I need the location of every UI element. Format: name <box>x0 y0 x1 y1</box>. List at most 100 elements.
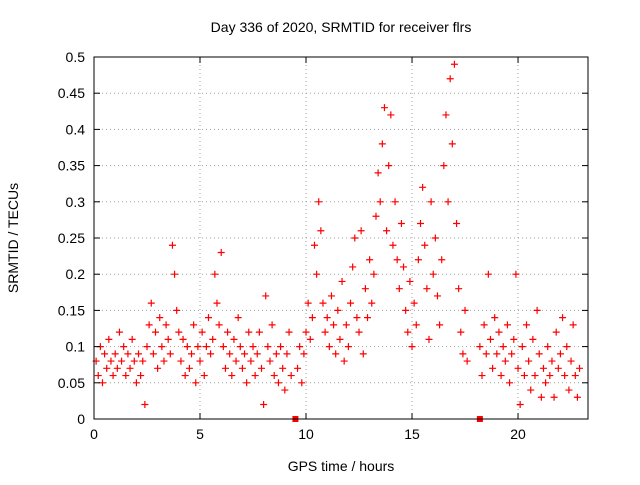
data-point <box>359 350 367 358</box>
data-point <box>431 234 439 242</box>
data-point <box>446 75 454 83</box>
data-point <box>419 183 427 191</box>
data-point <box>168 241 176 249</box>
data-point <box>520 372 528 380</box>
data-point <box>166 350 174 358</box>
data-point <box>372 212 380 220</box>
y-tick-label: 0.1 <box>66 339 86 355</box>
data-point <box>537 393 545 401</box>
data-point <box>353 314 361 322</box>
data-point <box>217 248 225 256</box>
data-point <box>380 104 388 112</box>
data-point <box>455 285 463 293</box>
data-point <box>480 321 488 329</box>
data-point <box>429 270 437 278</box>
data-point <box>173 306 181 314</box>
data-point <box>310 241 318 249</box>
data-point <box>151 328 159 336</box>
data-point <box>147 299 155 307</box>
data-point <box>559 314 567 322</box>
data-point <box>285 328 293 336</box>
data-point <box>573 393 581 401</box>
data-point <box>226 350 234 358</box>
data-point <box>508 350 516 358</box>
data-point <box>552 328 560 336</box>
data-point <box>357 227 365 235</box>
data-point <box>143 343 151 351</box>
data-point <box>484 270 492 278</box>
data-point <box>103 364 111 372</box>
data-point <box>101 350 109 358</box>
data-point <box>130 357 138 365</box>
data-point <box>132 379 140 387</box>
data-point <box>533 306 541 314</box>
data-point <box>486 335 494 343</box>
data-point <box>497 372 505 380</box>
data-point <box>518 343 526 351</box>
data-point <box>412 321 420 329</box>
x-tick-label: 0 <box>90 426 98 442</box>
data-point <box>387 111 395 119</box>
data-point <box>126 364 134 372</box>
data-point <box>277 343 285 351</box>
data-point <box>296 343 304 351</box>
data-point <box>417 220 425 228</box>
y-tick-label: 0.35 <box>58 158 85 174</box>
data-point <box>264 343 272 351</box>
data-point <box>330 321 338 329</box>
data-point <box>196 357 204 365</box>
data-point <box>209 335 217 343</box>
data-point <box>281 386 289 394</box>
data-point <box>162 321 170 329</box>
data-point <box>546 372 554 380</box>
data-point <box>230 335 238 343</box>
plot-frame <box>93 56 589 420</box>
data-point <box>493 350 501 358</box>
data-point <box>300 350 308 358</box>
data-point <box>535 350 543 358</box>
data-point <box>249 343 257 351</box>
data-point <box>436 321 444 329</box>
data-point <box>561 372 569 380</box>
data-point <box>232 357 240 365</box>
data-point <box>160 357 168 365</box>
data-point <box>571 372 579 380</box>
data-point <box>463 357 471 365</box>
data-point <box>391 198 399 206</box>
data-point <box>442 111 450 119</box>
data-point <box>183 343 191 351</box>
x-axis-ticks: 0 5 10 15 20 <box>90 57 526 442</box>
data-point <box>241 350 249 358</box>
data-point <box>323 314 331 322</box>
x-tick-label: 5 <box>196 426 204 442</box>
data-point <box>395 285 403 293</box>
data-point <box>506 379 514 387</box>
data-point <box>321 328 329 336</box>
data-point <box>124 350 132 358</box>
data-point <box>179 335 187 343</box>
data-point <box>349 263 357 271</box>
data-point <box>192 379 200 387</box>
data-point <box>268 321 276 329</box>
data-point <box>215 321 223 329</box>
data-point <box>270 372 278 380</box>
x-tick-label: 15 <box>404 426 420 442</box>
data-point <box>234 314 242 322</box>
data-point <box>565 386 573 394</box>
data-point <box>113 364 121 372</box>
data-point <box>370 270 378 278</box>
data-point <box>137 372 145 380</box>
data-point <box>450 60 458 68</box>
y-tick-label: 0.15 <box>58 302 85 318</box>
data-point <box>204 314 212 322</box>
data-point <box>135 350 143 358</box>
data-point <box>262 292 270 300</box>
data-point <box>368 299 376 307</box>
data-point <box>556 350 564 358</box>
data-point <box>482 350 490 358</box>
data-point <box>563 343 571 351</box>
y-tick-label: 0.2 <box>66 266 86 282</box>
data-point <box>374 169 382 177</box>
data-point <box>118 357 126 365</box>
data-point <box>510 335 518 343</box>
